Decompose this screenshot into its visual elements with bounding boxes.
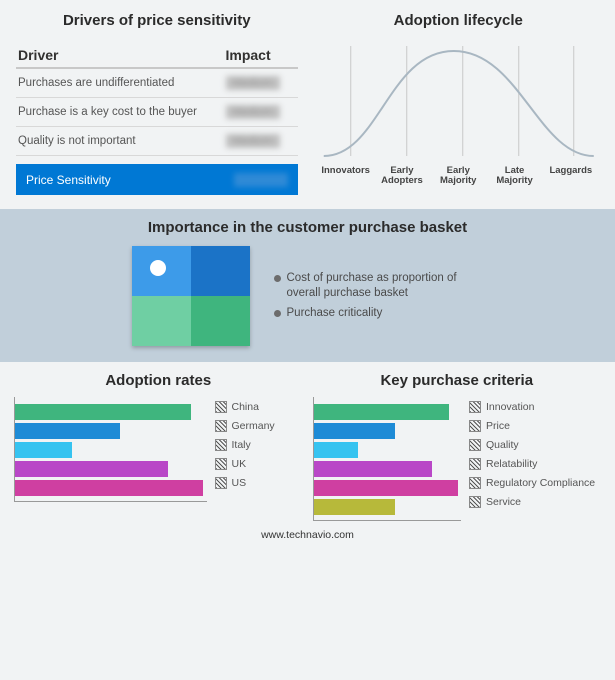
bottom-row: Adoption rates China Germany Italy UK US Key… [0,362,615,523]
legend-item: Quality [469,435,601,454]
lifecycle-label: Laggards [543,166,599,187]
legend-text: Purchase criticality [287,306,383,320]
hatch-icon [469,420,481,432]
criteria-panel: Key purchase criteria Innovation Price Qua… [313,372,602,521]
quadrant-marker [150,260,166,276]
criteria-title: Key purchase criteria [313,372,602,389]
legend-label: Regulatory Compliance [486,477,595,489]
quadrant-cell [191,246,250,296]
adoption-panel: Adoption rates China Germany Italy UK US [14,372,303,521]
driver-impact-blurred: Medium [226,134,280,148]
hatch-icon [469,401,481,413]
hatch-icon [215,420,227,432]
importance-legend-item: Purchase criticality [274,306,484,320]
legend-item: Italy [215,435,303,454]
legend-item: Service [469,492,601,511]
quadrant-cell [132,246,191,296]
bar [15,442,72,458]
quadrant-cell [191,296,250,346]
criteria-legend: Innovation Price Quality Relatability Regula… [469,397,601,521]
hatch-icon [469,477,481,489]
footer-url: www.technavio.com [0,523,615,541]
legend-label: Innovation [486,401,534,413]
driver-label: Purchases are undifferentiated [18,77,226,89]
legend-label: UK [232,458,247,470]
hatch-icon [215,477,227,489]
drivers-col2: Impact [226,47,296,63]
importance-panel: Importance in the customer purchase bask… [0,209,615,362]
legend-item: UK [215,454,303,473]
hatch-icon [469,496,481,508]
hatch-icon [215,439,227,451]
legend-item: US [215,473,303,492]
hatch-icon [469,458,481,470]
driver-impact-blurred: Medium [226,76,280,90]
bar [314,461,432,477]
legend-item: Regulatory Compliance [469,473,601,492]
adoption-title: Adoption rates [14,372,303,389]
drivers-header: Driver Impact [16,41,298,69]
legend-label: Italy [232,439,251,451]
legend-label: Quality [486,439,519,451]
criteria-bars [313,397,462,521]
legend-label: Germany [232,420,275,432]
bullet-icon [274,275,281,282]
top-row: Drivers of price sensitivity Driver Impa… [0,0,615,209]
driver-row: Quality is not important Medium [16,127,298,156]
legend-label: Service [486,496,521,508]
legend-item: Relatability [469,454,601,473]
bar [314,423,395,439]
bar [15,461,168,477]
importance-quadrant [132,246,250,346]
driver-label: Purchase is a key cost to the buyer [18,106,226,118]
drivers-panel: Drivers of price sensitivity Driver Impa… [16,12,298,201]
driver-label: Quality is not important [18,135,226,147]
adoption-legend: China Germany Italy UK US [215,397,303,502]
importance-legend: Cost of purchase as proportion of overal… [274,265,484,326]
quadrant-cell [132,296,191,346]
lifecycle-chart [318,41,600,161]
price-sensitivity-summary: Price Sensitivity Medium [16,164,298,195]
legend-text: Cost of purchase as proportion of overal… [287,271,484,300]
lifecycle-title: Adoption lifecycle [318,12,600,29]
lifecycle-label: Early Majority [430,166,486,187]
drivers-col1: Driver [18,47,226,63]
bar [314,480,459,496]
bar [314,499,395,515]
driver-row: Purchase is a key cost to the buyer Medi… [16,98,298,127]
adoption-bars [14,397,207,502]
hatch-icon [215,458,227,470]
bar [314,404,450,420]
legend-label: Price [486,420,510,432]
lifecycle-panel: Adoption lifecycle InnovatorsEarly Adopt… [318,12,600,201]
lifecycle-label: Innovators [318,166,374,187]
importance-title: Importance in the customer purchase bask… [16,219,599,236]
legend-label: China [232,401,259,413]
bar [15,480,203,496]
legend-item: China [215,397,303,416]
legend-item: Germany [215,416,303,435]
hatch-icon [469,439,481,451]
summary-label: Price Sensitivity [26,173,234,187]
importance-legend-item: Cost of purchase as proportion of overal… [274,271,484,300]
legend-item: Innovation [469,397,601,416]
lifecycle-label: Late Majority [486,166,542,187]
drivers-title: Drivers of price sensitivity [16,12,298,29]
lifecycle-label: Early Adopters [374,166,430,187]
summary-impact-blurred: Medium [234,173,288,187]
legend-item: Price [469,416,601,435]
driver-impact-blurred: Medium [226,105,280,119]
hatch-icon [215,401,227,413]
driver-row: Purchases are undifferentiated Medium [16,69,298,98]
bar [15,423,120,439]
bar [314,442,358,458]
bar [15,404,191,420]
legend-label: US [232,477,247,489]
legend-label: Relatability [486,458,537,470]
bullet-icon [274,310,281,317]
